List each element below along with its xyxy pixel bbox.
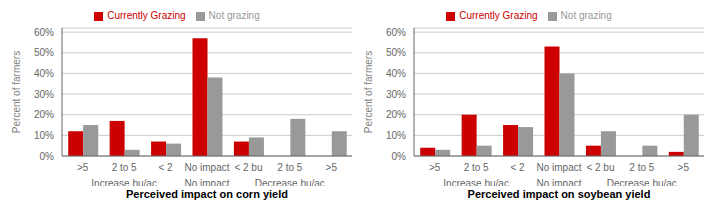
html-text:Perceived impact on corn yield: Perceived impact on corn yield xyxy=(126,188,288,200)
svg-text:30%: 30% xyxy=(34,89,54,100)
svg-text:>5: >5 xyxy=(429,162,441,173)
html-text:Currently Grazing: Currently Grazing xyxy=(107,10,186,21)
svg-text:< 2: < 2 xyxy=(510,162,525,173)
svg-text:2 to 5: 2 to 5 xyxy=(277,162,302,173)
svg-text:Increase bu/ac: Increase bu/ac xyxy=(91,178,157,186)
svg-text:< 2: < 2 xyxy=(158,162,173,173)
svg-text:40%: 40% xyxy=(34,68,54,79)
svg-text:40%: 40% xyxy=(386,68,406,79)
svg-text:2 to 5: 2 to 5 xyxy=(629,162,654,173)
svg-text:50%: 50% xyxy=(34,47,54,58)
svg-text:No impact: No impact xyxy=(184,178,229,186)
svg-text:Decrease bu/ac: Decrease bu/ac xyxy=(607,178,677,186)
svg-text:60%: 60% xyxy=(34,27,54,38)
svg-text:Decrease bu/ac: Decrease bu/ac xyxy=(255,178,325,186)
svg-text:No impact: No impact xyxy=(536,178,581,186)
svg-text:>5: >5 xyxy=(678,162,690,173)
svg-text:Increase bu/ac: Increase bu/ac xyxy=(443,178,509,186)
svg-text:30%: 30% xyxy=(386,89,406,100)
svg-text:< 2 bu: < 2 bu xyxy=(234,162,262,173)
svg-text:10%: 10% xyxy=(386,130,406,141)
svg-text:20%: 20% xyxy=(34,109,54,120)
svg-text:No impact: No impact xyxy=(184,162,229,173)
svg-text:Percent of farmers: Percent of farmers xyxy=(11,51,22,133)
svg-text:>5: >5 xyxy=(326,162,338,173)
svg-text:0%: 0% xyxy=(392,151,407,162)
html-text:Not grazing: Not grazing xyxy=(208,10,260,21)
svg-text:>5: >5 xyxy=(77,162,89,173)
svg-text:20%: 20% xyxy=(386,109,406,120)
svg-text:< 2 bu: < 2 bu xyxy=(586,162,614,173)
svg-text:50%: 50% xyxy=(386,47,406,58)
svg-text:60%: 60% xyxy=(386,27,406,38)
svg-text:2 to 5: 2 to 5 xyxy=(112,162,137,173)
html-text:Currently Grazing: Currently Grazing xyxy=(459,10,538,21)
svg-text:Percent of farmers: Percent of farmers xyxy=(363,51,374,133)
svg-text:No impact: No impact xyxy=(536,162,581,173)
svg-text:0%: 0% xyxy=(40,151,55,162)
html-text:Not grazing: Not grazing xyxy=(560,10,612,21)
html-text:Perceived impact on soybean yi: Perceived impact on soybean yield xyxy=(467,188,651,200)
svg-text:10%: 10% xyxy=(34,130,54,141)
svg-text:2 to 5: 2 to 5 xyxy=(464,162,489,173)
